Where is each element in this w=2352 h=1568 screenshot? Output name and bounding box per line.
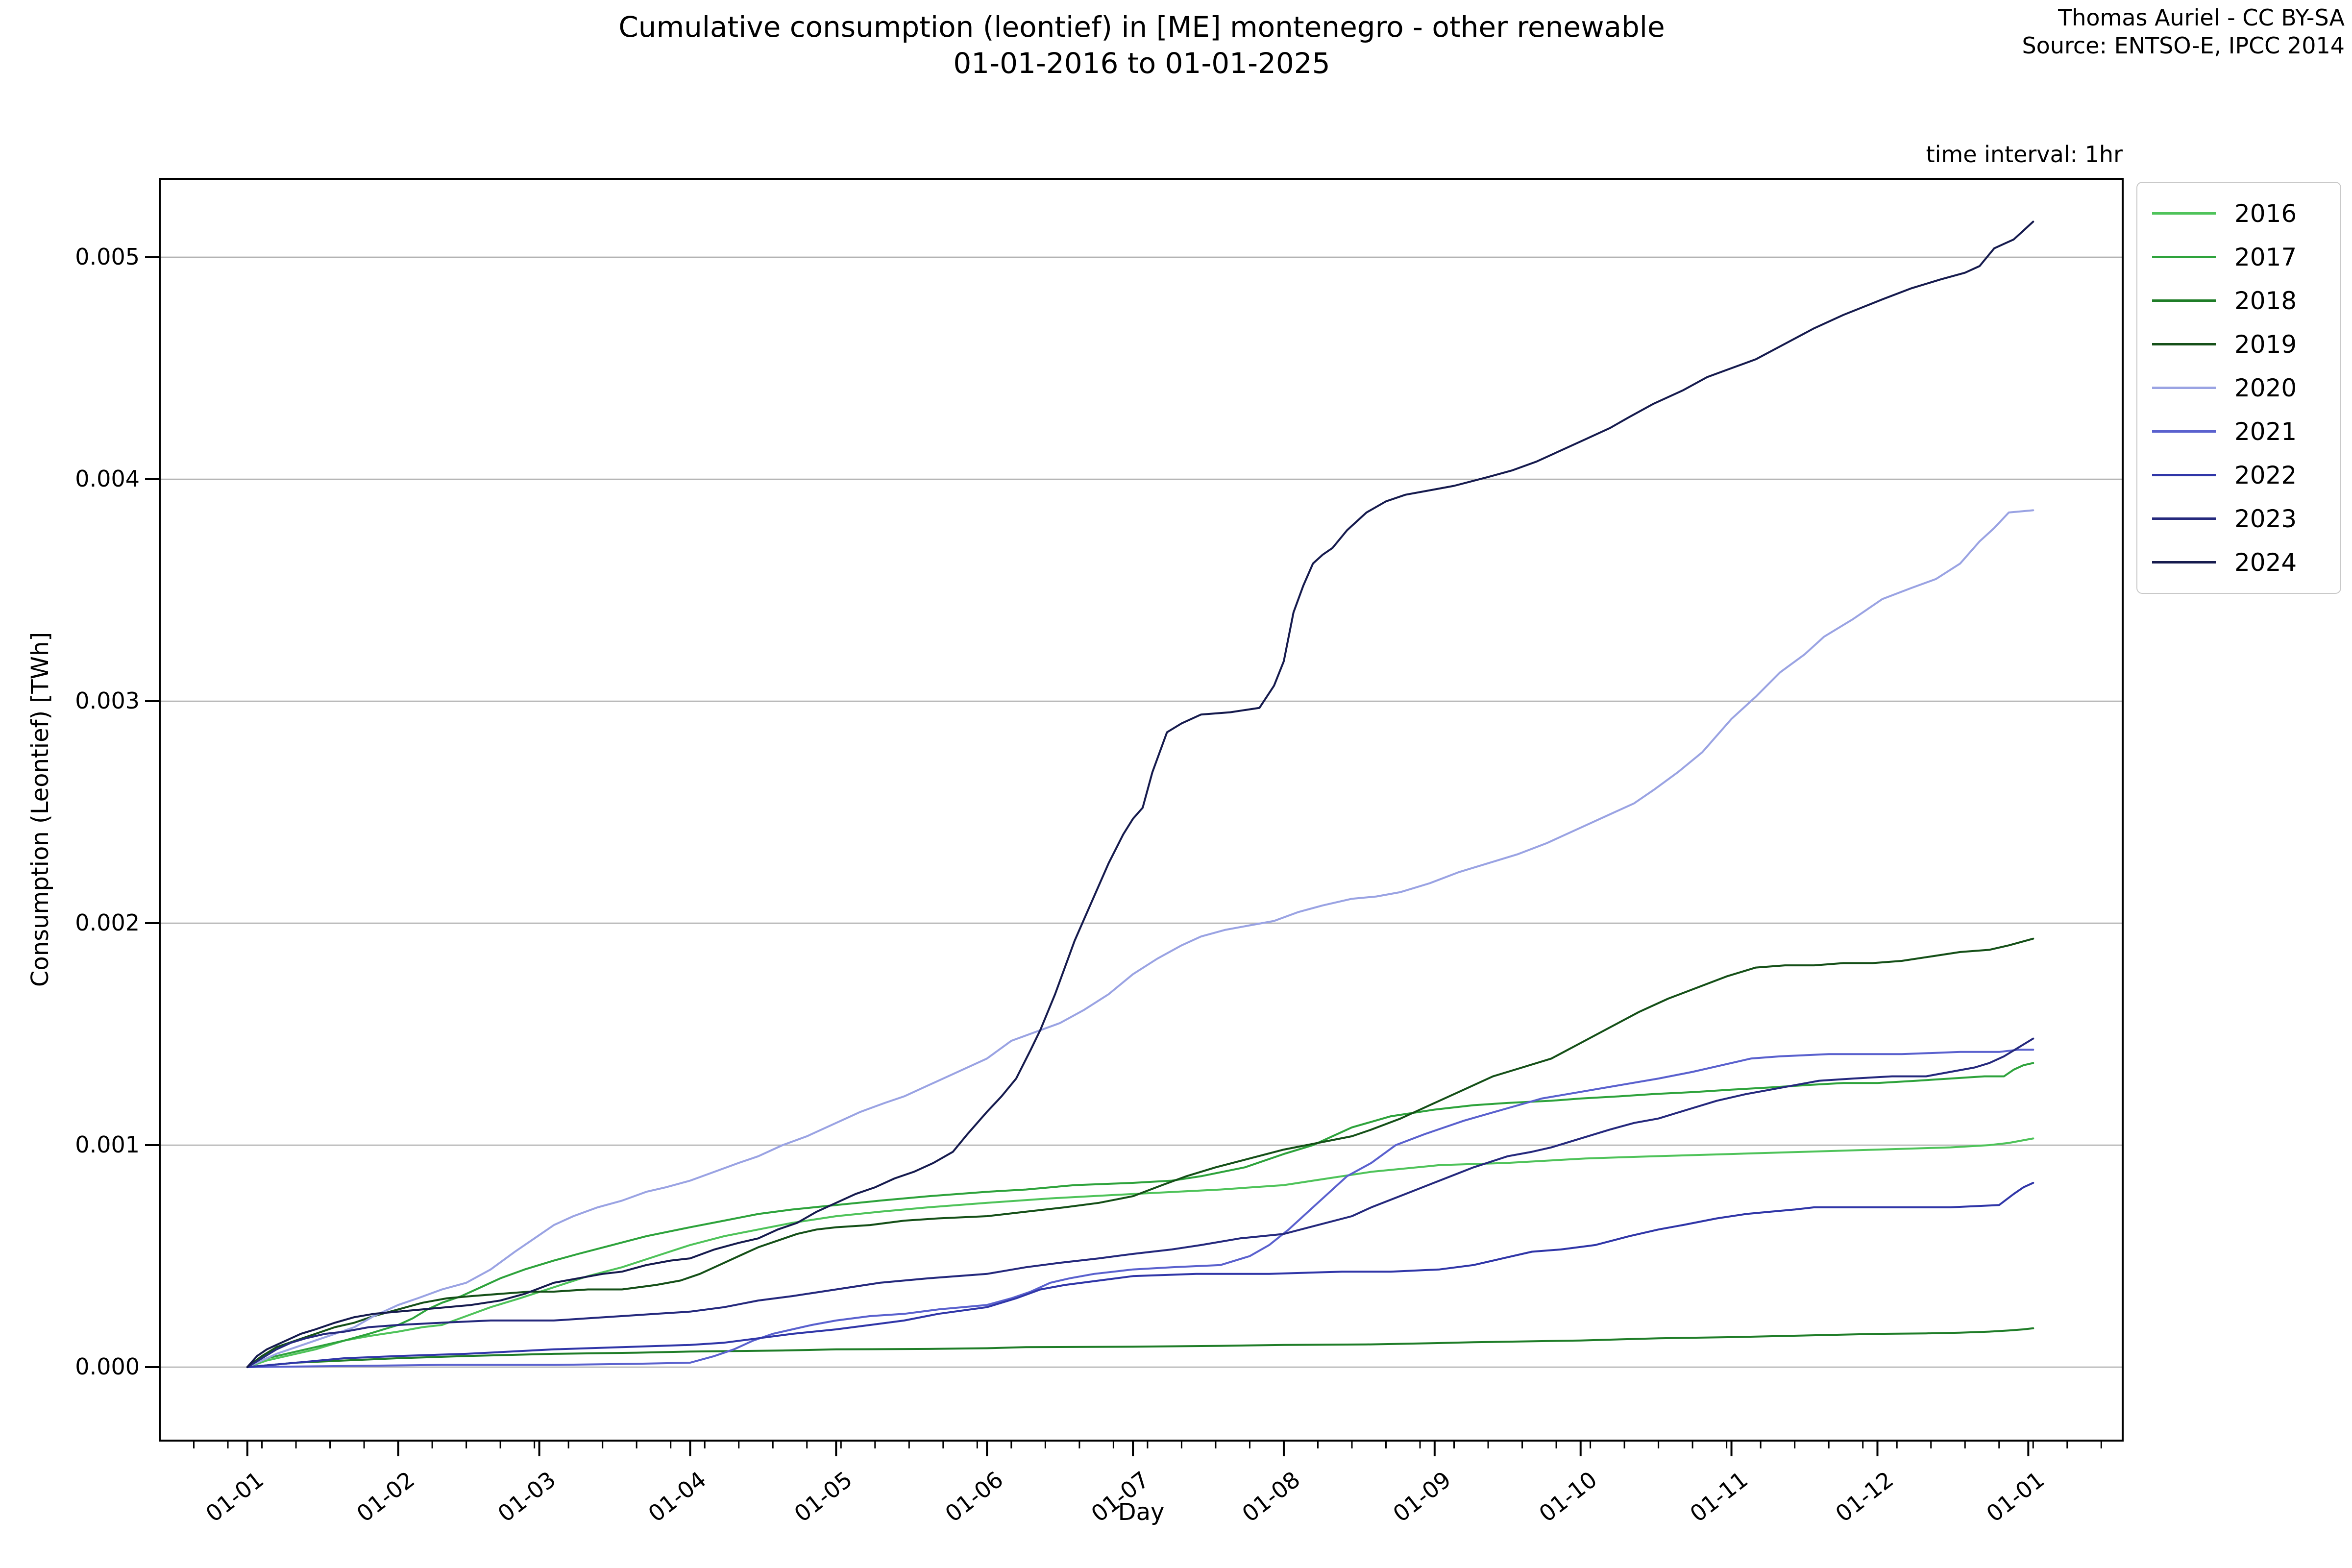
legend-item-2017[interactable]: 2017 [2137,243,2340,271]
legend-label: 2018 [2234,286,2297,315]
legend-line-swatch [2152,474,2216,476]
chart-title: Cumulative consumption (leontief) in [ME… [162,9,2122,81]
legend-line-swatch [2152,256,2216,258]
y-tick-label: 0.004 [75,465,140,492]
legend-label: 2020 [2234,373,2297,402]
series-line-2019[interactable] [246,937,2034,1368]
legend-label: 2023 [2234,504,2297,533]
legend-item-2020[interactable]: 2020 [2137,374,2340,402]
legend-line-swatch [2152,430,2216,433]
legend-item-2021[interactable]: 2021 [2137,417,2340,446]
legend-line-swatch [2152,387,2216,389]
y-tick-label: 0.001 [75,1131,140,1158]
attribution-author: Thomas Auriel - CC BY-SA [2058,4,2345,31]
x-axis-label: Day [1118,1498,1165,1526]
plot-border [159,178,2124,1442]
series-line-2017[interactable] [246,1062,2034,1368]
legend-label: 2017 [2234,243,2297,271]
y-tick-label: 0.005 [75,243,140,270]
legend-line-swatch [2152,212,2216,215]
legend-label: 2021 [2234,417,2297,446]
legend-line-swatch [2152,343,2216,345]
legend-line-swatch [2152,561,2216,564]
legend-label: 2022 [2234,461,2297,490]
series-line-2018[interactable] [246,1327,2034,1368]
legend-line-swatch [2152,299,2216,302]
y-tick-label: 0.000 [75,1353,140,1380]
series-line-2023[interactable] [246,1037,2034,1368]
series-line-2021[interactable] [246,1049,2034,1368]
legend-item-2022[interactable]: 2022 [2137,461,2340,490]
y-tick-label: 0.002 [75,909,140,936]
legend-label: 2016 [2234,199,2297,228]
legend[interactable]: 2016 2017 2018 2019 2020 2021 2022 2023 2024 [2136,182,2341,594]
series-line-2020[interactable] [246,509,2034,1368]
chart-title-line1: Cumulative consumption (leontief) in [ME… [618,10,1665,44]
chart-title-line2: 01-01-2016 to 01-01-2025 [953,47,1330,80]
series-line-2022[interactable] [246,1182,2034,1368]
attribution-source: Source: ENTSO-E, IPCC 2014 [2022,32,2345,59]
legend-item-2019[interactable]: 2019 [2137,330,2340,359]
legend-label: 2019 [2234,330,2297,359]
legend-item-2023[interactable]: 2023 [2137,505,2340,533]
y-tick-label: 0.003 [75,687,140,714]
legend-item-2016[interactable]: 2016 [2137,199,2340,228]
series-line-2016[interactable] [246,1137,2034,1368]
legend-line-swatch [2152,517,2216,520]
series-line-2024[interactable] [246,220,2034,1368]
legend-item-2024[interactable]: 2024 [2137,548,2340,577]
time-interval-note: time interval: 1hr [1926,141,2123,168]
attribution: Thomas Auriel - CC BY-SA Source: ENTSO-E… [2022,4,2345,60]
legend-label: 2024 [2234,548,2297,577]
legend-item-2018[interactable]: 2018 [2137,287,2340,315]
